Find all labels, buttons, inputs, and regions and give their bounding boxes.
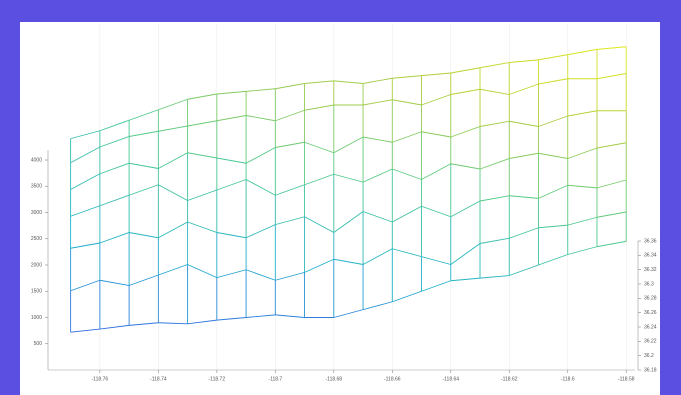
z-tick-label: 2500 xyxy=(31,236,42,242)
plot-panel xyxy=(20,22,660,395)
z-tick-label: 500 xyxy=(34,341,43,347)
y-tick-label: 36.3 xyxy=(644,281,654,287)
z-tick-label: 1000 xyxy=(31,315,42,321)
y-tick-label: 36.2 xyxy=(644,353,654,359)
y-tick-label: 36.28 xyxy=(644,296,657,302)
x-tick-label: -118.62 xyxy=(501,376,518,382)
x-tick-label: -118.66 xyxy=(384,376,401,382)
z-tick-label: 3000 xyxy=(31,210,42,216)
x-tick-label: -118.6 xyxy=(561,376,575,382)
z-tick-label: 2000 xyxy=(31,262,42,268)
z-tick-label: 1500 xyxy=(31,289,42,295)
y-tick-label: 36.24 xyxy=(644,324,657,330)
z-tick-label: 3500 xyxy=(31,184,42,190)
x-tick-label: -118.72 xyxy=(209,376,226,382)
x-tick-label: -118.74 xyxy=(150,376,167,382)
y-tick-label: 36.32 xyxy=(644,267,657,273)
x-tick-label: -118.7 xyxy=(268,376,282,382)
y-tick-label: 36.18 xyxy=(644,367,657,373)
x-tick-label: -118.58 xyxy=(618,376,635,382)
y-tick-label: 36.26 xyxy=(644,310,657,316)
chart: -118.76 -118.74 -118.72 -118.7 -118.68 -118.6… xyxy=(0,0,681,395)
y-tick-label: 36.22 xyxy=(644,339,657,345)
z-tick-label: 4000 xyxy=(31,157,42,163)
x-tick-label: -118.68 xyxy=(326,376,343,382)
y-tick-label: 36.36 xyxy=(644,238,657,244)
y-tick-label: 36.34 xyxy=(644,253,657,259)
x-tick-label: -118.64 xyxy=(442,376,459,382)
x-tick-label: -118.76 xyxy=(92,376,109,382)
page: {"chart_data": {"type": "surface", "x": … xyxy=(0,0,681,395)
